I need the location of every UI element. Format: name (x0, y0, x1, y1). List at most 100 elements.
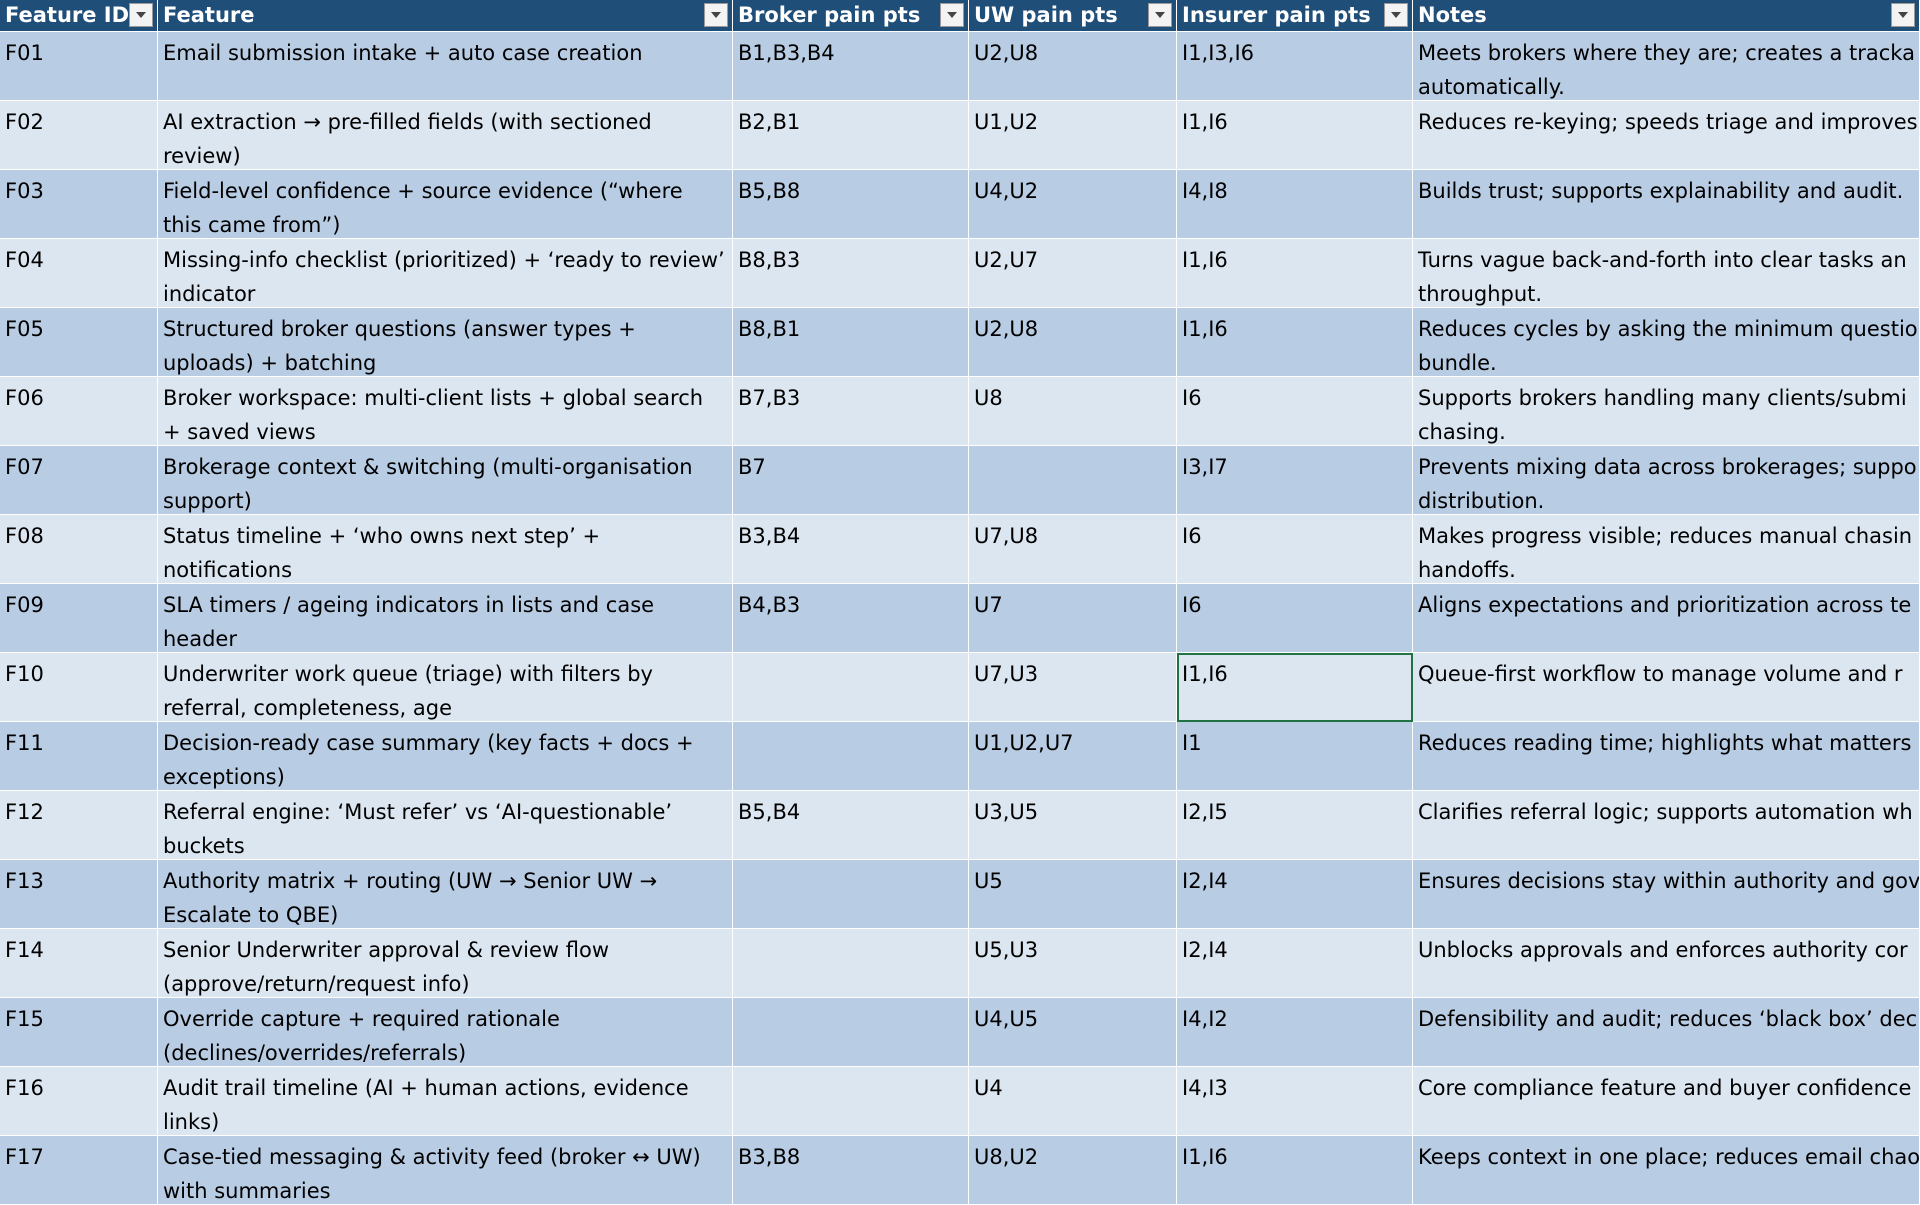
table-cell[interactable]: U8 (969, 377, 1177, 446)
table-cell[interactable]: Clarifies referral logic; supports autom… (1413, 791, 1920, 860)
table-cell[interactable]: Case-tied messaging & activity feed (bro… (158, 1136, 733, 1205)
table-cell[interactable]: I2,I4 (1177, 860, 1413, 929)
table-cell[interactable]: U1,U2 (969, 101, 1177, 170)
table-cell[interactable]: B7 (733, 446, 969, 515)
table-cell[interactable]: U2,U7 (969, 239, 1177, 308)
table-cell[interactable]: I1,I6 (1177, 308, 1413, 377)
table-cell[interactable]: I2,I4 (1177, 929, 1413, 998)
table-cell[interactable]: Makes progress visible; reduces manual c… (1413, 515, 1920, 584)
table-cell[interactable]: AI extraction → pre-filled fields (with … (158, 101, 733, 170)
table-cell[interactable]: Underwriter work queue (triage) with fil… (158, 653, 733, 722)
table-cell[interactable] (733, 998, 969, 1067)
table-cell[interactable] (733, 929, 969, 998)
table-cell[interactable]: F03 (0, 170, 158, 239)
table-cell[interactable]: I1 (1177, 722, 1413, 791)
table-cell[interactable]: SLA timers / ageing indicators in lists … (158, 584, 733, 653)
table-cell[interactable]: Reduces re-keying; speeds triage and imp… (1413, 101, 1920, 170)
table-cell[interactable]: B5,B8 (733, 170, 969, 239)
table-cell[interactable]: I1,I6 (1177, 239, 1413, 308)
table-cell[interactable]: B3,B8 (733, 1136, 969, 1205)
table-cell[interactable]: F17 (0, 1136, 158, 1205)
table-cell[interactable]: F08 (0, 515, 158, 584)
table-cell[interactable]: F06 (0, 377, 158, 446)
table-cell[interactable]: B7,B3 (733, 377, 969, 446)
table-cell[interactable]: Aligns expectations and prioritization a… (1413, 584, 1920, 653)
table-cell[interactable]: Status timeline + ‘who owns next step’ +… (158, 515, 733, 584)
table-cell[interactable]: Ensures decisions stay within authority … (1413, 860, 1920, 929)
table-cell[interactable]: Missing-info checklist (prioritized) + ‘… (158, 239, 733, 308)
table-cell[interactable]: I1,I6 (1177, 653, 1413, 722)
table-cell[interactable]: B5,B4 (733, 791, 969, 860)
table-cell[interactable]: F12 (0, 791, 158, 860)
table-cell[interactable] (733, 860, 969, 929)
table-cell[interactable]: U7 (969, 584, 1177, 653)
table-cell[interactable]: I1,I3,I6 (1177, 32, 1413, 101)
table-cell[interactable]: U7,U8 (969, 515, 1177, 584)
table-cell[interactable]: Builds trust; supports explainability an… (1413, 170, 1920, 239)
filter-button[interactable] (704, 3, 728, 27)
table-cell[interactable] (733, 1067, 969, 1136)
table-cell[interactable]: U7,U3 (969, 653, 1177, 722)
table-cell[interactable]: Reduces reading time; highlights what ma… (1413, 722, 1920, 791)
table-cell[interactable]: F10 (0, 653, 158, 722)
table-cell[interactable]: B8,B3 (733, 239, 969, 308)
table-cell[interactable]: I2,I5 (1177, 791, 1413, 860)
table-cell[interactable]: Structured broker questions (answer type… (158, 308, 733, 377)
table-cell[interactable]: B3,B4 (733, 515, 969, 584)
filter-button[interactable] (940, 3, 964, 27)
table-cell[interactable] (733, 653, 969, 722)
table-cell[interactable]: I3,I7 (1177, 446, 1413, 515)
table-cell[interactable]: F05 (0, 308, 158, 377)
table-cell[interactable]: Brokerage context & switching (multi-org… (158, 446, 733, 515)
table-cell[interactable]: F13 (0, 860, 158, 929)
table-cell[interactable]: U5 (969, 860, 1177, 929)
table-cell[interactable]: U1,U2,U7 (969, 722, 1177, 791)
table-cell[interactable]: F15 (0, 998, 158, 1067)
table-cell[interactable]: I6 (1177, 377, 1413, 446)
table-cell[interactable]: Field-level confidence + source evidence… (158, 170, 733, 239)
table-cell[interactable]: F09 (0, 584, 158, 653)
table-cell[interactable]: Override capture + required rationale (d… (158, 998, 733, 1067)
table-cell[interactable] (969, 446, 1177, 515)
table-cell[interactable]: Audit trail timeline (AI + human actions… (158, 1067, 733, 1136)
table-cell[interactable]: Reduces cycles by asking the minimum que… (1413, 308, 1920, 377)
table-cell[interactable]: F02 (0, 101, 158, 170)
table-cell[interactable]: F04 (0, 239, 158, 308)
table-cell[interactable]: Meets brokers where they are; creates a … (1413, 32, 1920, 101)
table-cell[interactable]: Turns vague back-and-forth into clear ta… (1413, 239, 1920, 308)
table-cell[interactable]: U2,U8 (969, 308, 1177, 377)
table-cell[interactable]: I4,I8 (1177, 170, 1413, 239)
table-cell[interactable] (733, 722, 969, 791)
table-cell[interactable]: Supports brokers handling many clients/s… (1413, 377, 1920, 446)
table-cell[interactable]: I6 (1177, 584, 1413, 653)
table-cell[interactable]: I1,I6 (1177, 101, 1413, 170)
table-cell[interactable]: B2,B1 (733, 101, 969, 170)
table-cell[interactable]: Queue-first workflow to manage volume an… (1413, 653, 1920, 722)
table-cell[interactable]: U3,U5 (969, 791, 1177, 860)
filter-button[interactable] (1384, 3, 1408, 27)
filter-button[interactable] (1148, 3, 1172, 27)
table-cell[interactable]: F16 (0, 1067, 158, 1136)
table-cell[interactable]: B4,B3 (733, 584, 969, 653)
table-cell[interactable]: Senior Underwriter approval & review flo… (158, 929, 733, 998)
table-cell[interactable]: F01 (0, 32, 158, 101)
table-cell[interactable]: U2,U8 (969, 32, 1177, 101)
table-cell[interactable]: F11 (0, 722, 158, 791)
table-cell[interactable]: B8,B1 (733, 308, 969, 377)
table-cell[interactable]: U8,U2 (969, 1136, 1177, 1205)
filter-button[interactable] (1891, 3, 1915, 27)
table-cell[interactable]: F14 (0, 929, 158, 998)
table-cell[interactable]: I4,I2 (1177, 998, 1413, 1067)
table-cell[interactable]: U4,U2 (969, 170, 1177, 239)
table-cell[interactable]: Referral engine: ‘Must refer’ vs ‘AI-que… (158, 791, 733, 860)
table-cell[interactable]: U4,U5 (969, 998, 1177, 1067)
table-cell[interactable]: Decision-ready case summary (key facts +… (158, 722, 733, 791)
filter-button[interactable] (129, 3, 153, 27)
table-cell[interactable]: I1,I6 (1177, 1136, 1413, 1205)
table-cell[interactable]: U4 (969, 1067, 1177, 1136)
table-cell[interactable]: U5,U3 (969, 929, 1177, 998)
table-cell[interactable]: B1,B3,B4 (733, 32, 969, 101)
table-cell[interactable]: I4,I3 (1177, 1067, 1413, 1136)
table-cell[interactable]: Authority matrix + routing (UW → Senior … (158, 860, 733, 929)
table-cell[interactable]: Email submission intake + auto case crea… (158, 32, 733, 101)
